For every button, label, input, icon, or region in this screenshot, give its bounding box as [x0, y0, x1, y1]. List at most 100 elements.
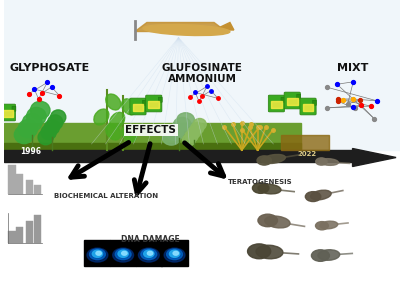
Ellipse shape	[92, 250, 102, 257]
Ellipse shape	[122, 126, 136, 142]
Text: TERATOGENESIS: TERATOGENESIS	[228, 178, 292, 184]
Text: BIOCHEMICAL ALTERATION: BIOCHEMICAL ALTERATION	[54, 194, 158, 200]
FancyBboxPatch shape	[300, 98, 316, 115]
Bar	[8, 231, 16, 243]
Bar	[16, 174, 24, 194]
Ellipse shape	[248, 244, 271, 259]
Text: EFFECTS: EFFECTS	[125, 125, 176, 135]
FancyBboxPatch shape	[312, 100, 316, 105]
Ellipse shape	[170, 250, 180, 257]
Text: GLYPHOSATE: GLYPHOSATE	[10, 63, 90, 73]
Ellipse shape	[252, 183, 269, 193]
Ellipse shape	[106, 94, 121, 110]
Text: 2022: 2022	[297, 152, 316, 158]
Ellipse shape	[191, 122, 204, 134]
Ellipse shape	[118, 250, 128, 257]
Ellipse shape	[164, 248, 185, 262]
Ellipse shape	[174, 117, 191, 131]
Polygon shape	[214, 22, 234, 30]
FancyBboxPatch shape	[12, 106, 16, 111]
Ellipse shape	[22, 113, 42, 131]
Bar	[136, 240, 162, 266]
Ellipse shape	[18, 120, 38, 137]
FancyBboxPatch shape	[146, 95, 162, 112]
Bar	[34, 214, 41, 243]
Ellipse shape	[256, 245, 283, 259]
Ellipse shape	[96, 251, 101, 255]
Bar	[281, 135, 329, 150]
Bar	[8, 165, 16, 194]
Ellipse shape	[170, 122, 187, 136]
FancyBboxPatch shape	[297, 94, 301, 99]
Ellipse shape	[166, 249, 182, 260]
Ellipse shape	[38, 130, 53, 145]
Ellipse shape	[143, 25, 230, 35]
Ellipse shape	[258, 184, 281, 194]
Bar	[303, 103, 313, 111]
Ellipse shape	[144, 250, 154, 257]
Ellipse shape	[316, 158, 327, 165]
Ellipse shape	[138, 248, 159, 262]
Ellipse shape	[188, 126, 201, 138]
Bar	[34, 184, 41, 194]
Ellipse shape	[41, 125, 56, 140]
Ellipse shape	[182, 134, 196, 146]
Ellipse shape	[316, 222, 328, 230]
Ellipse shape	[265, 216, 290, 228]
Bar	[2, 110, 13, 117]
Ellipse shape	[177, 113, 194, 126]
Ellipse shape	[110, 112, 125, 128]
Ellipse shape	[147, 251, 153, 255]
Ellipse shape	[26, 107, 46, 125]
Ellipse shape	[122, 99, 136, 115]
Ellipse shape	[262, 154, 286, 164]
Text: 1996: 1996	[20, 147, 41, 156]
Ellipse shape	[90, 249, 105, 260]
Ellipse shape	[106, 124, 121, 140]
Polygon shape	[4, 142, 301, 150]
Bar	[162, 240, 188, 266]
Bar	[16, 226, 24, 243]
Bar	[4, 150, 352, 162]
Bar	[148, 100, 159, 108]
FancyBboxPatch shape	[0, 104, 16, 121]
Ellipse shape	[163, 131, 180, 145]
Ellipse shape	[87, 248, 108, 262]
Ellipse shape	[193, 118, 206, 130]
Text: MIXT: MIXT	[337, 63, 368, 73]
Bar	[271, 100, 282, 108]
Bar	[287, 98, 298, 105]
Ellipse shape	[94, 109, 109, 125]
Ellipse shape	[173, 251, 178, 255]
Ellipse shape	[310, 190, 331, 200]
Text: GLUFOSINATE
AMMONIUM: GLUFOSINATE AMMONIUM	[162, 63, 243, 84]
FancyBboxPatch shape	[268, 95, 284, 112]
Ellipse shape	[115, 249, 131, 260]
Bar	[26, 220, 33, 243]
Ellipse shape	[30, 101, 50, 119]
FancyBboxPatch shape	[281, 97, 285, 102]
Text: DNA DAMAGE: DNA DAMAGE	[122, 236, 180, 244]
Ellipse shape	[14, 126, 34, 144]
Ellipse shape	[257, 156, 272, 165]
Ellipse shape	[122, 251, 127, 255]
Bar	[26, 180, 33, 194]
Ellipse shape	[258, 214, 278, 227]
Bar	[110, 240, 136, 266]
Ellipse shape	[185, 130, 198, 142]
Ellipse shape	[44, 120, 60, 135]
Ellipse shape	[318, 250, 340, 260]
Ellipse shape	[305, 192, 321, 202]
Ellipse shape	[312, 250, 330, 261]
Bar	[4, 0, 400, 150]
Polygon shape	[135, 22, 226, 32]
Ellipse shape	[113, 248, 134, 262]
Bar	[133, 103, 143, 111]
FancyBboxPatch shape	[284, 92, 300, 109]
Polygon shape	[4, 123, 301, 150]
Ellipse shape	[48, 115, 63, 130]
Bar	[84, 240, 110, 266]
Polygon shape	[352, 148, 396, 166]
FancyBboxPatch shape	[142, 100, 146, 105]
Ellipse shape	[319, 159, 338, 165]
